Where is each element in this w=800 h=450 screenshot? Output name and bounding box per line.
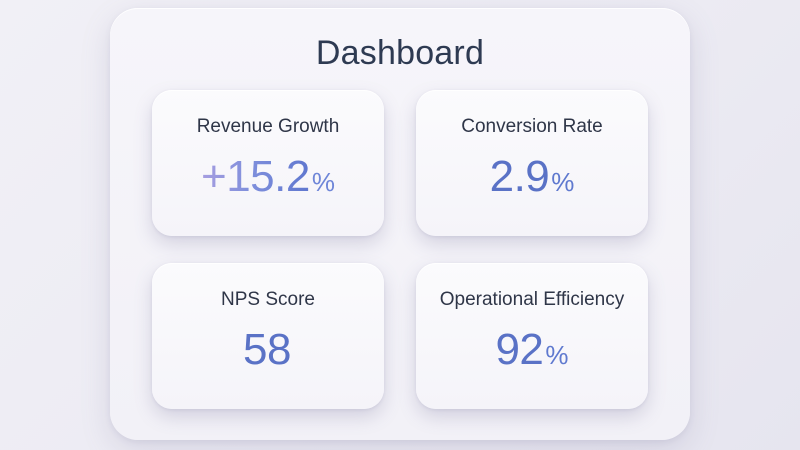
- kpi-value: +15.2%: [152, 152, 384, 207]
- kpi-unit: %: [551, 167, 575, 197]
- kpi-label: Operational Efficiency: [439, 289, 625, 310]
- kpi-label: Revenue Growth: [196, 116, 340, 137]
- page-title: Dashboard: [315, 34, 485, 72]
- kpi-number: 2.9: [489, 152, 550, 201]
- kpi-number: 92: [495, 325, 544, 374]
- kpi-value: 92%: [416, 325, 648, 380]
- kpi-card-nps-score[interactable]: NPS Score 58: [152, 263, 384, 409]
- dashboard-panel: Dashboard Revenue Growth +15.2% Conversi…: [110, 8, 690, 440]
- kpi-value: 58: [152, 325, 384, 380]
- kpi-label: Conversion Rate: [461, 116, 603, 137]
- kpi-card-revenue-growth[interactable]: Revenue Growth +15.2%: [152, 90, 384, 236]
- kpi-value: 2.9%: [416, 152, 648, 207]
- kpi-number: +15.2: [201, 152, 310, 201]
- kpi-label: NPS Score: [221, 289, 315, 310]
- kpi-card-operational-efficiency[interactable]: Operational Efficiency 92%: [416, 263, 648, 409]
- kpi-number: 58: [243, 325, 291, 374]
- kpi-card-conversion-rate[interactable]: Conversion Rate 2.9%: [416, 90, 648, 236]
- kpi-unit: %: [311, 167, 335, 197]
- kpi-unit: %: [545, 340, 569, 370]
